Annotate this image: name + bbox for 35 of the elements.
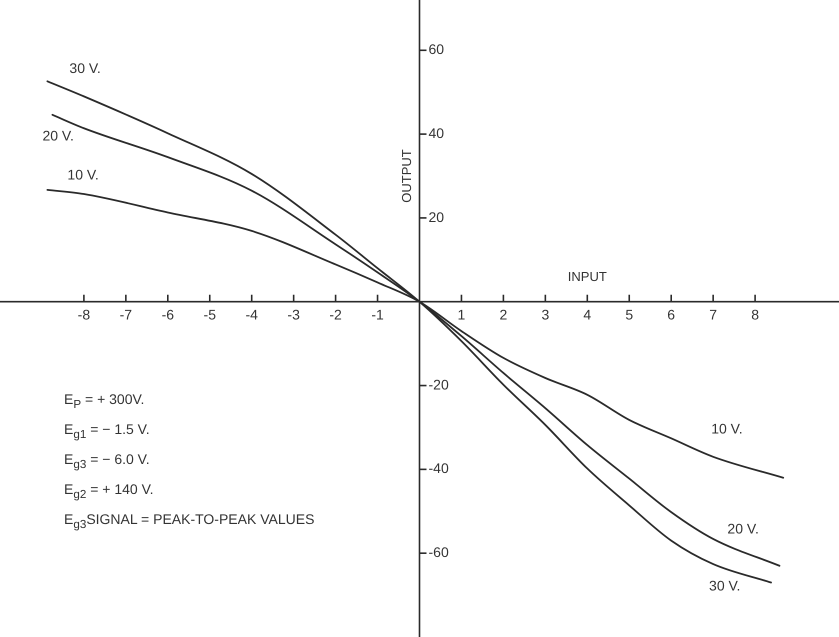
x-tick-label: -6 [162,306,174,323]
y-axis-title: OUTPUT [399,149,414,203]
y-tick-label: -20 [428,376,449,392]
annotation: E$_{P}$ = + 300V. [64,390,146,413]
x-tick-label: -1 [371,306,384,323]
y-tick-label: 40 [428,124,444,141]
x-tick-label: -7 [120,306,132,323]
x-tick-label: -4 [245,306,258,323]
x-tick-label: -8 [78,306,90,323]
series-label: 30 V. [709,577,740,594]
series-label: 20 V. [42,128,74,144]
x-tick-label: 4 [583,306,592,323]
x-tick-label: -5 [204,306,216,323]
x-tick-label: 8 [751,306,760,323]
text: 30 V. [69,60,101,76]
x-tick-label: 1 [458,306,466,323]
y-tick-label: 20 [428,208,444,225]
annotation: E$_{g3}$SIGNAL = PEAK-TO-PEAK VALUES [64,510,314,533]
x-tick-label: -2 [329,306,342,323]
x-tick-label: 2 [500,306,508,323]
x-tick-label: 7 [709,306,718,323]
annotation: E$_{g2}$ = + 140 V. [64,480,155,503]
y-tick-label: -60 [428,544,449,560]
series-label: 10 V. [67,166,99,183]
y-tick-label: 60 [428,41,444,58]
annotation: E$_{g1}$ = − 1.5 V. [64,420,151,443]
x-tick-label: 3 [541,306,550,323]
x-axis-title: INPUT [568,268,607,284]
annotation: E$_{g3}$ = − 6.0 V. [64,450,151,473]
text: 10 V. [711,420,743,437]
text: 20 V. [727,520,759,537]
x-tick-label: 5 [625,306,634,323]
y-tick-label: -40 [428,460,449,476]
x-tick-label: -3 [287,306,300,323]
x-tick-label: 6 [667,306,676,323]
